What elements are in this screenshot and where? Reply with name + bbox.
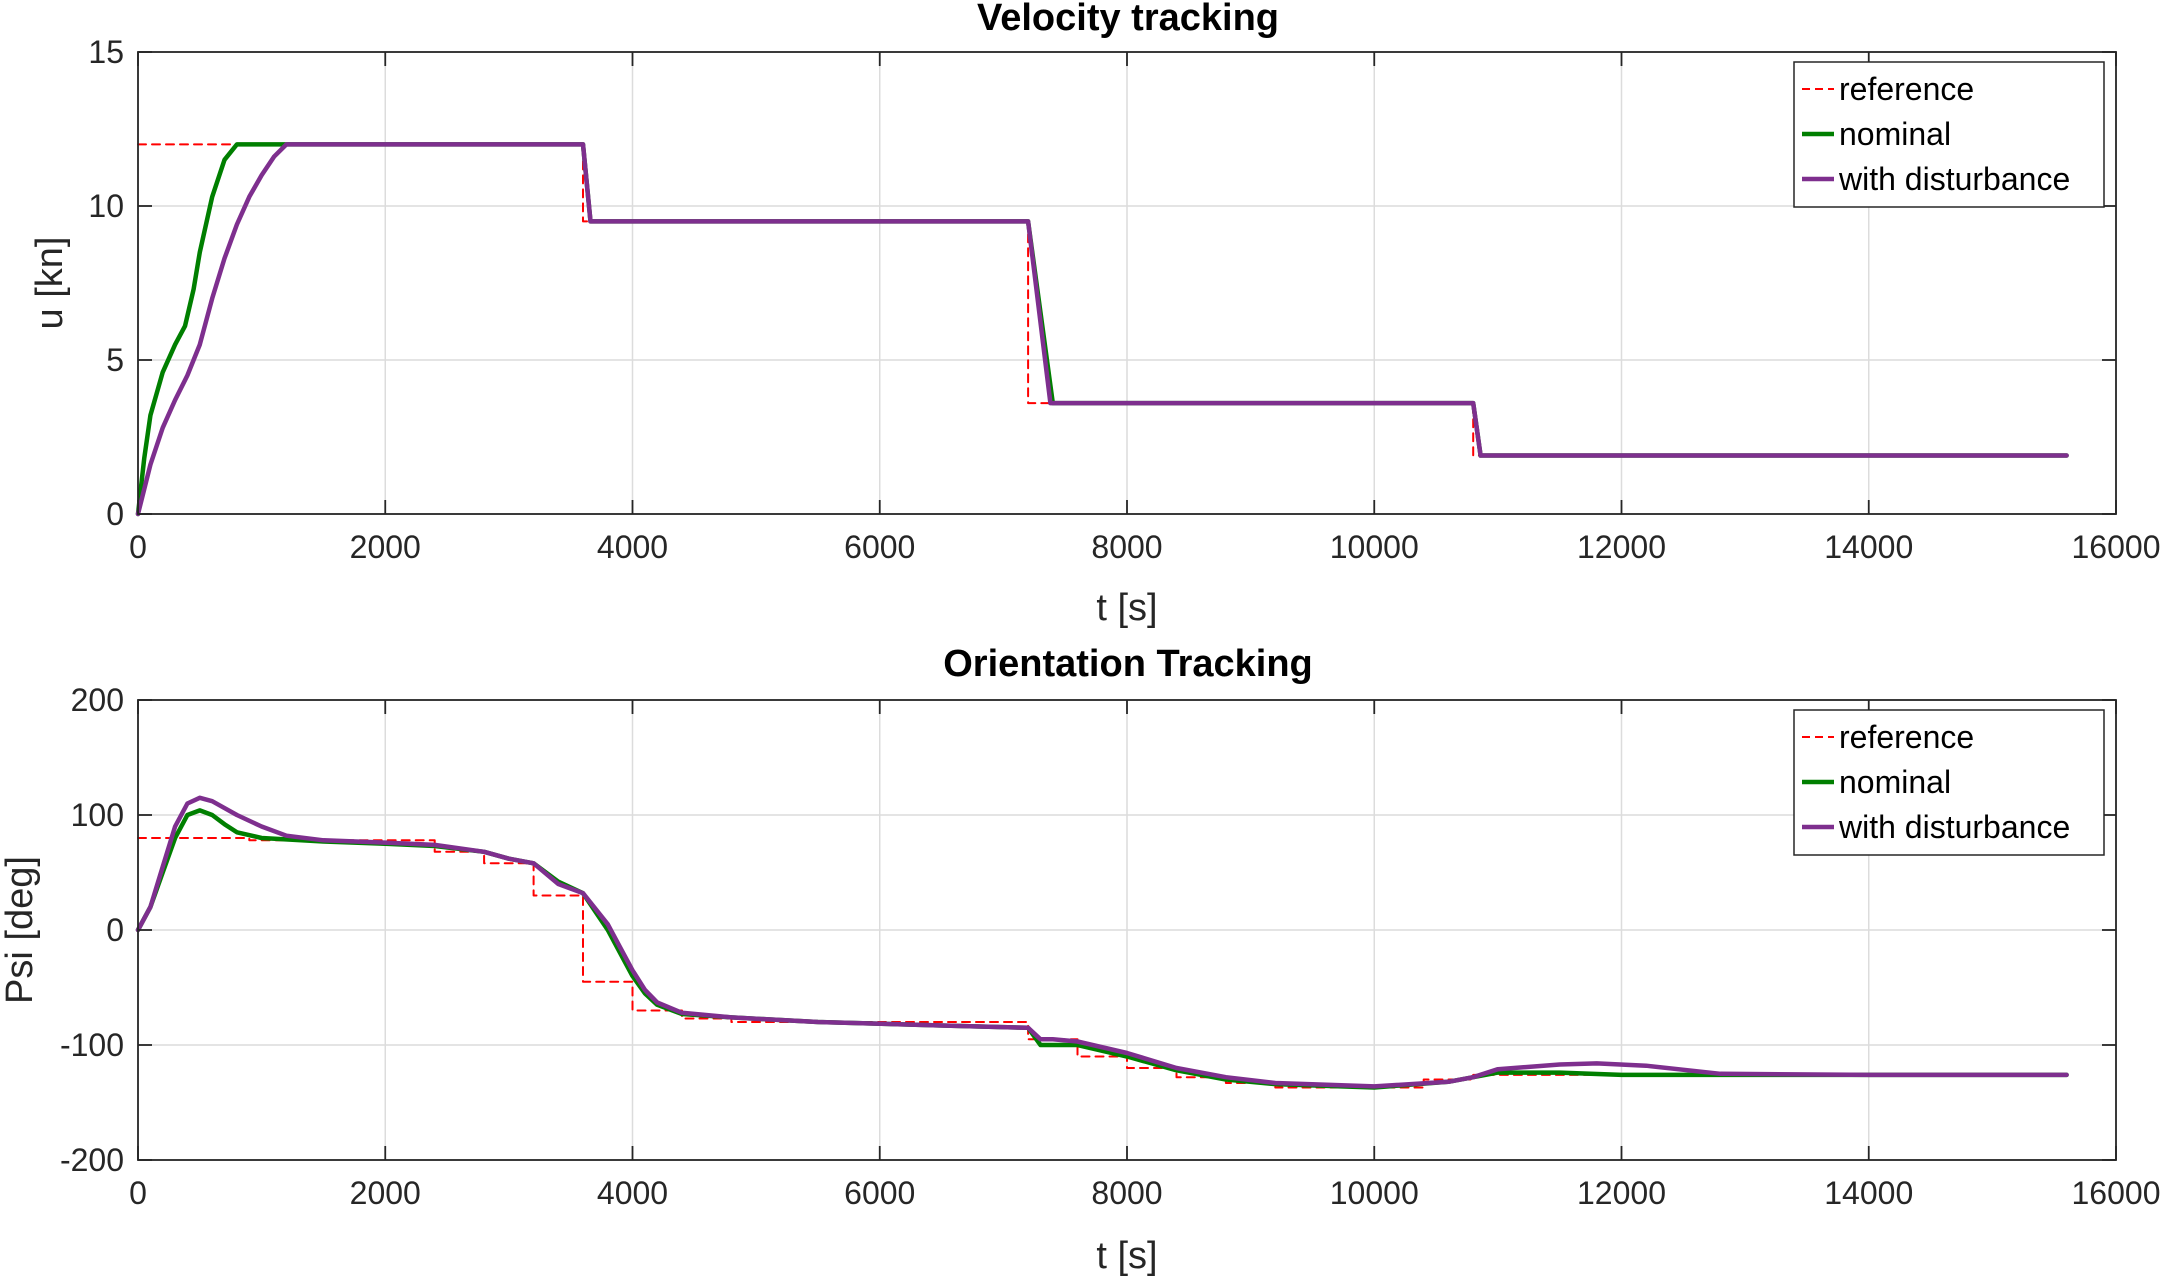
x-tick-label: 12000 [1577, 1175, 1666, 1211]
y-tick-label: 15 [88, 34, 124, 70]
x-tick-label: 4000 [597, 529, 668, 565]
legend: reference nominal with disturbance [1793, 61, 2105, 208]
y-tick-label: 5 [106, 342, 124, 378]
y-axis-label: u [kn] [29, 237, 71, 330]
x-tick-label: 0 [129, 529, 147, 565]
x-tick-label: 6000 [844, 1175, 915, 1211]
legend: reference nominal with disturbance [1793, 709, 2105, 856]
legend-label: reference [1839, 719, 1974, 755]
legend-label: nominal [1839, 116, 1951, 152]
x-tick-label: 4000 [597, 1175, 668, 1211]
y-tick-label: 10 [88, 188, 124, 224]
legend-label: reference [1839, 71, 1974, 107]
x-tick-label: 2000 [350, 529, 421, 565]
series-line-with-disturbance [135, 795, 2069, 1089]
x-tick-label: 2000 [350, 1175, 421, 1211]
y-tick-label: 100 [71, 797, 124, 833]
legend-box [1793, 61, 2105, 208]
x-tick-label: 0 [129, 1175, 147, 1211]
legend-label: with disturbance [1838, 809, 2070, 845]
y-axis-label: Psi [deg] [0, 856, 41, 1004]
series-line-reference [137, 143, 2068, 457]
series-line-with-disturbance [135, 142, 2069, 517]
x-tick-label: 14000 [1824, 529, 1913, 565]
legend-box [1793, 709, 2105, 856]
series-line-nominal [135, 142, 2069, 517]
x-tick-label: 16000 [2072, 1175, 2161, 1211]
x-tick-label: 10000 [1330, 529, 1419, 565]
legend-label: nominal [1839, 764, 1951, 800]
x-tick-label: 10000 [1330, 1175, 1419, 1211]
y-tick-label: 0 [106, 912, 124, 948]
y-tick-label: -200 [60, 1142, 124, 1178]
x-tick-label: 8000 [1091, 529, 1162, 565]
x-axis-label: t [s] [1096, 587, 1157, 629]
y-tick-label: -100 [60, 1027, 124, 1063]
velocity-tracking-panel: Velocity tracking 0 2000 4000 6000 8000 10000… [29, 0, 2160, 629]
x-tick-label: 12000 [1577, 529, 1666, 565]
orientation-tracking-panel: Orientation Tracking 0 2000 4000 6000 8000 10… [0, 643, 2160, 1276]
y-tick-label: 200 [71, 682, 124, 718]
chart-title: Velocity tracking [977, 0, 1279, 39]
x-tick-label: 6000 [844, 529, 915, 565]
legend-label: with disturbance [1838, 161, 2070, 197]
x-axis-label: t [s] [1096, 1235, 1157, 1276]
x-tick-label: 14000 [1824, 1175, 1913, 1211]
x-tick-label: 16000 [2072, 529, 2161, 565]
y-tick-label: 0 [106, 496, 124, 532]
chart-title: Orientation Tracking [943, 643, 1313, 685]
x-tick-label: 8000 [1091, 1175, 1162, 1211]
